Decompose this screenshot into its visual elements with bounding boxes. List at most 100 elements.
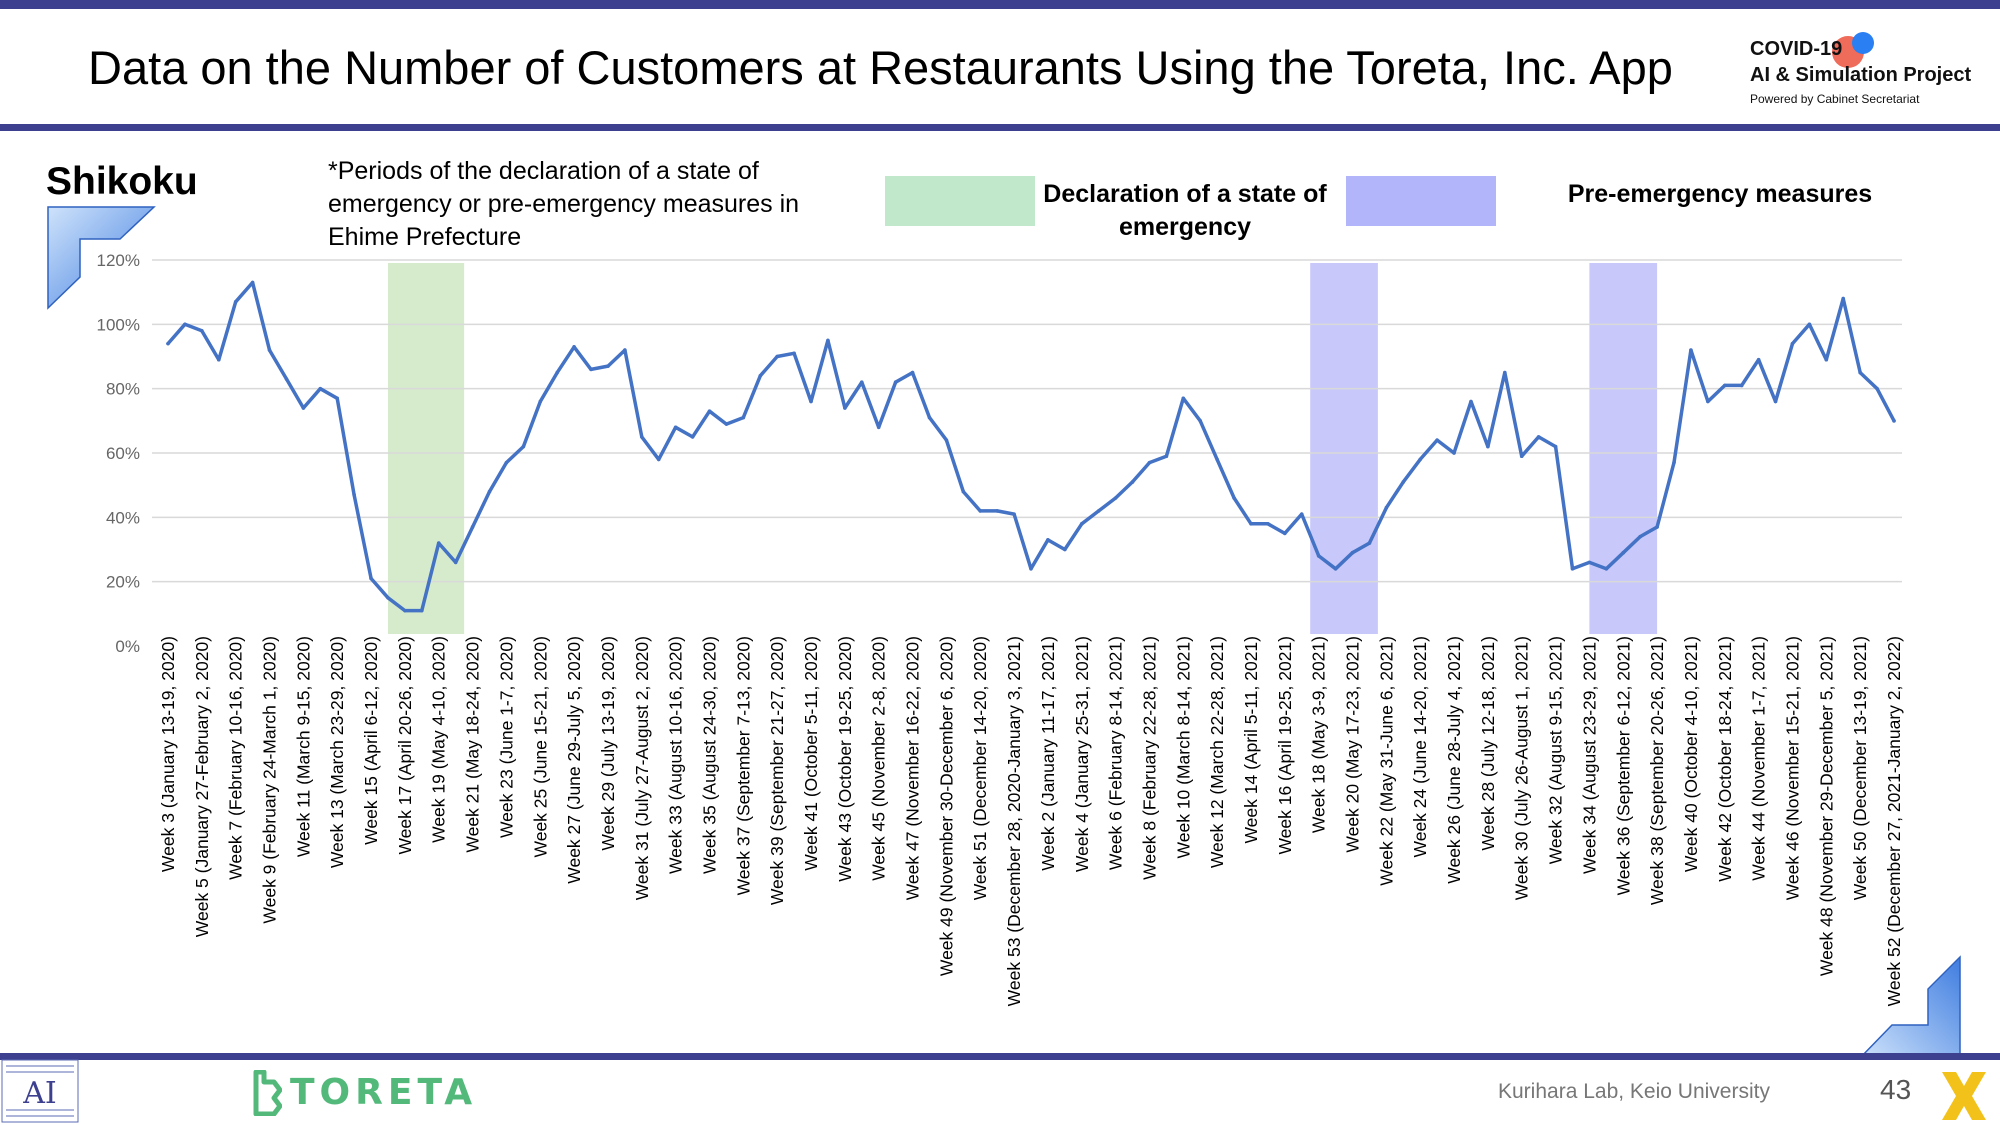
data-point bbox=[1604, 567, 1609, 571]
x-tick-label: Week 3 (January 13-19, 2020) bbox=[158, 636, 178, 872]
data-point bbox=[1367, 541, 1372, 545]
data-point bbox=[707, 409, 712, 413]
pre_emergency-band-2 bbox=[1589, 263, 1658, 634]
data-point bbox=[1773, 399, 1778, 404]
x-tick-label: Week 18 (May 3-9, 2021) bbox=[1309, 636, 1329, 833]
data-point bbox=[1519, 454, 1524, 459]
footer-divider bbox=[0, 1053, 2000, 1060]
emergency-band-0 bbox=[387, 263, 465, 634]
data-point bbox=[1215, 457, 1219, 462]
x-tick-label: Week 53 (December 28, 2020-January 3, 20… bbox=[1004, 636, 1024, 1006]
x-tick-label: Week 24 (June 14-20, 2021) bbox=[1410, 636, 1430, 857]
x-tick-label: Week 9 (February 24-March 1, 2020) bbox=[260, 636, 280, 924]
data-point bbox=[656, 457, 661, 462]
data-point bbox=[470, 525, 475, 529]
data-point bbox=[1333, 567, 1338, 571]
x-tick-label: Week 21 (May 18-24, 2020) bbox=[463, 636, 483, 853]
x-tick-label: Week 27 (June 29-July 5, 2020) bbox=[564, 636, 584, 884]
data-point bbox=[741, 415, 746, 420]
data-point bbox=[1063, 547, 1067, 552]
x-tick-label: Week 38 (September 20-26, 2021) bbox=[1647, 636, 1667, 905]
data-point bbox=[1198, 419, 1203, 423]
data-point bbox=[1587, 560, 1592, 565]
x-tick-label: Week 22 (May 31-June 6, 2021) bbox=[1376, 636, 1396, 886]
data-point bbox=[1350, 550, 1355, 555]
x-tick-label: Week 26 (June 28-July 4, 2021) bbox=[1444, 636, 1464, 884]
data-point bbox=[724, 422, 729, 426]
x-tick-label: Week 44 (November 1-7, 2021) bbox=[1749, 636, 1769, 881]
corner-decoration-bottom-right bbox=[1858, 955, 1961, 1059]
x-tick-label: Week 41 (October 5-11, 2020) bbox=[801, 636, 821, 871]
x-tick-label: Week 10 (March 8-14, 2021) bbox=[1173, 636, 1193, 858]
pre_emergency-band-1 bbox=[1310, 263, 1378, 634]
data-point bbox=[1790, 341, 1795, 346]
x-tick-label: Week 40 (October 4-10, 2021) bbox=[1681, 636, 1701, 872]
data-point bbox=[504, 460, 509, 465]
legend-label-emergency: Declaration of a state of emergency bbox=[1043, 180, 1327, 241]
data-point bbox=[436, 541, 441, 545]
data-point bbox=[200, 328, 204, 333]
x-tick-label: Week 5 (January 27-February 2, 2020) bbox=[192, 636, 212, 937]
data-point bbox=[1232, 496, 1236, 500]
data-point bbox=[792, 351, 796, 356]
data-point bbox=[1875, 386, 1879, 391]
header-divider bbox=[0, 124, 2000, 131]
data-point bbox=[826, 338, 830, 343]
data-point bbox=[1249, 521, 1253, 526]
data-point bbox=[572, 345, 576, 349]
data-point bbox=[267, 348, 272, 352]
page-number: 43 bbox=[1880, 1074, 1912, 1105]
x-tick-label: Week 37 (September 7-13, 2020) bbox=[733, 636, 753, 895]
y-tick-label: 120% bbox=[97, 251, 140, 270]
data-point bbox=[1486, 444, 1490, 449]
data-point bbox=[1046, 538, 1050, 542]
x-tick-label: Week 11 (March 9-15, 2020) bbox=[293, 636, 313, 857]
x-tick-label: Week 32 (August 9-15, 2021) bbox=[1546, 636, 1566, 864]
data-point bbox=[1469, 399, 1473, 404]
data-point bbox=[1029, 567, 1033, 571]
data-point bbox=[1739, 383, 1744, 388]
data-point bbox=[1892, 419, 1896, 423]
x-tick-label: Week 45 (November 2-8, 2020) bbox=[869, 636, 889, 881]
svg-text:AI: AI bbox=[22, 1076, 57, 1111]
x-tick-label: Week 29 (July 13-19, 2020) bbox=[598, 636, 618, 851]
data-point bbox=[859, 380, 864, 385]
data-point bbox=[1299, 512, 1304, 516]
data-point bbox=[403, 608, 407, 613]
x-tick-label: Week 50 (December 13-19, 2021) bbox=[1850, 636, 1870, 900]
data-point bbox=[606, 364, 610, 368]
periods-note: *Periods of the declaration of a state o… bbox=[328, 157, 800, 251]
data-point bbox=[521, 444, 526, 449]
x-tick-label: Week 4 (January 25-31, 2021) bbox=[1072, 636, 1092, 872]
data-point bbox=[318, 386, 323, 391]
data-point bbox=[335, 396, 340, 401]
x-tick-label: Week 42 (October 18-24, 2021) bbox=[1715, 636, 1735, 882]
x-tick-label: Week 51 (December 14-20, 2020) bbox=[970, 636, 990, 900]
data-point bbox=[1689, 348, 1693, 352]
data-point bbox=[1079, 521, 1084, 526]
x-tick-label: Week 31 (July 27-August 2, 2020) bbox=[632, 636, 652, 900]
data-point bbox=[1401, 480, 1406, 484]
x-tick-label: Week 47 (November 16-22, 2020) bbox=[903, 636, 923, 900]
data-point bbox=[352, 493, 356, 497]
x-tick-label: Week 28 (July 12-18, 2021) bbox=[1478, 636, 1498, 851]
data-point bbox=[758, 374, 763, 378]
corner-decoration-top-left bbox=[47, 206, 156, 310]
series-line-group bbox=[166, 280, 1896, 613]
data-point bbox=[1164, 454, 1169, 459]
y-tick-label: 60% bbox=[106, 444, 140, 463]
x-tick-label: Week 19 (May 4-10, 2020) bbox=[429, 636, 449, 843]
data-point bbox=[1722, 383, 1727, 388]
legend-swatch-emergency bbox=[885, 176, 1035, 226]
data-point bbox=[809, 399, 813, 404]
data-point bbox=[1621, 550, 1626, 555]
y-tick-label: 80% bbox=[106, 380, 140, 399]
data-point bbox=[640, 435, 644, 439]
data-point bbox=[1655, 525, 1659, 529]
data-point bbox=[250, 280, 255, 285]
x-tick-label: Week 43 (October 19-25, 2020) bbox=[835, 636, 855, 882]
data-point bbox=[910, 370, 915, 375]
gridlines bbox=[152, 259, 1902, 583]
x-tick-label: Week 15 (April 6-12, 2020) bbox=[361, 636, 381, 845]
